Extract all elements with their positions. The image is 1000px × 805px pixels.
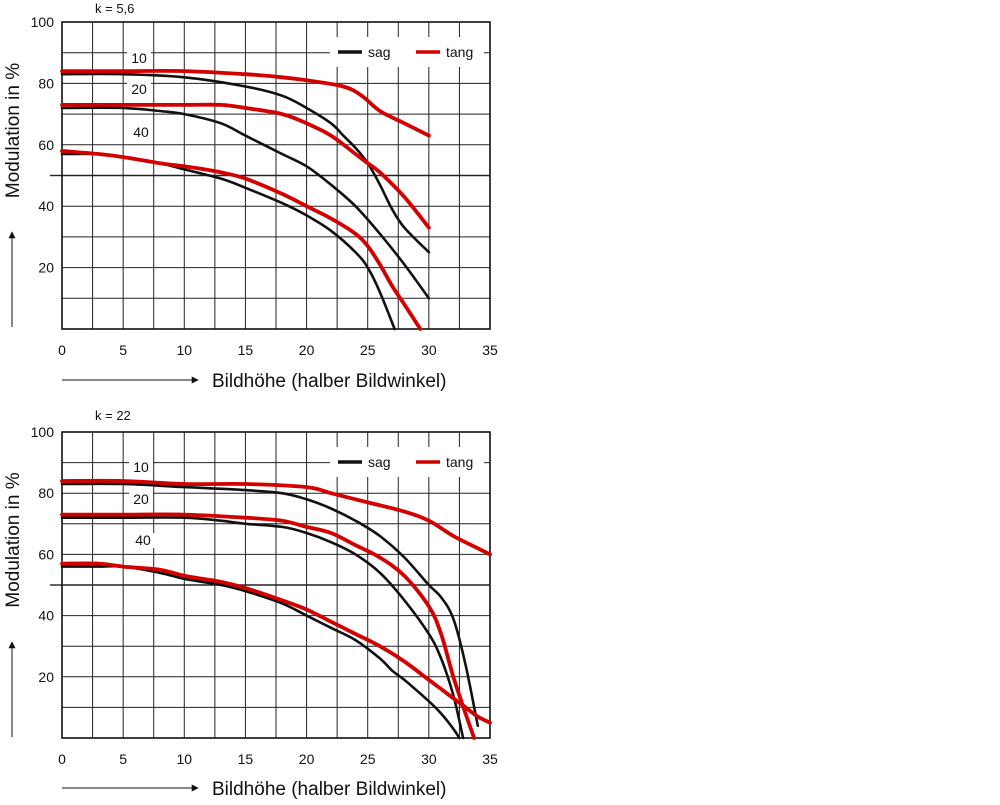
curve-label-bg	[129, 460, 153, 475]
x-tick-label: 0	[58, 751, 66, 767]
y-tick-label: 20	[38, 260, 54, 276]
y-tick-label: 40	[38, 608, 54, 624]
chart-title: k = 5,6	[95, 1, 134, 16]
curve-label-20: 20	[131, 81, 147, 97]
series-line-20-sag	[60, 516, 465, 740]
legend-label-tang: tang	[446, 454, 473, 470]
chart-panel-2: sag tang 10 20 40 20 40 60 80 100 0 5 10 15 20 25 30 35 k …	[3, 408, 498, 800]
legend: sag tang	[330, 37, 484, 67]
curve-label-10: 10	[131, 50, 147, 66]
y-tick-label: 60	[38, 137, 54, 153]
y-tick-label: 100	[31, 14, 55, 30]
x-tick-label: 25	[360, 342, 376, 358]
y-tick-label: 80	[38, 75, 54, 91]
plot-frame	[61, 21, 491, 330]
grid	[50, 21, 491, 330]
curve-label-bg	[127, 51, 151, 66]
x-tick-label: 5	[119, 751, 127, 767]
y-tick-label: 40	[38, 198, 54, 214]
y-tick-label: 20	[38, 669, 54, 685]
curve-label-bg	[129, 492, 153, 507]
curve-label-10: 10	[133, 459, 149, 475]
series-group	[60, 68, 431, 331]
legend: sag tang	[330, 447, 484, 477]
series-line-10-tang	[60, 68, 431, 138]
series-line-20-tang	[60, 102, 431, 230]
x-tick-label: 15	[238, 342, 254, 358]
legend-label-tang: tang	[446, 44, 473, 60]
legend-label-sag: sag	[368, 44, 391, 60]
x-tick-label: 10	[176, 342, 192, 358]
curve-label-bg	[131, 533, 155, 548]
series-line-40-sag	[60, 152, 396, 331]
x-tick-label: 35	[482, 342, 498, 358]
y-tick-label: 80	[38, 485, 54, 501]
series-line-10-sag	[60, 482, 480, 728]
legend-label-sag: sag	[368, 454, 391, 470]
curve-label-bg	[129, 125, 153, 140]
series-line-10-tang	[60, 478, 492, 557]
x-tick-label: 15	[238, 751, 254, 767]
series-line-40-tang	[60, 561, 492, 725]
x-axis-label: Bildhöhe (halber Bildwinkel)	[212, 371, 446, 392]
grid	[50, 431, 491, 739]
series-line-20-sag	[60, 106, 431, 300]
curve-label-20: 20	[133, 491, 149, 507]
chart-panel-1: sag tang 10 20 40 20 40 60 80 100 0 5 10 15 20 25 30 35 k …	[3, 1, 498, 392]
series-line-40-tang	[60, 149, 423, 331]
x-axis-label: Bildhöhe (halber Bildwinkel)	[212, 779, 446, 800]
y-tick-label: 100	[31, 424, 55, 440]
x-tick-label: 20	[299, 751, 315, 767]
y-tick-label: 60	[38, 546, 54, 562]
chart-title: k = 22	[95, 408, 131, 423]
x-tick-label: 0	[58, 342, 66, 358]
x-tick-label: 35	[482, 751, 498, 767]
x-tick-label: 10	[176, 751, 192, 767]
plot-frame	[61, 431, 491, 739]
series-line-10-sag	[60, 72, 431, 254]
x-tick-label: 25	[360, 751, 376, 767]
y-axis-label: Modulation in %	[3, 63, 24, 198]
series-group	[60, 478, 492, 740]
x-tick-label: 30	[421, 342, 437, 358]
x-tick-label: 30	[421, 751, 437, 767]
series-line-40-sag	[60, 564, 461, 740]
series-line-20-tang	[60, 512, 476, 740]
curve-label-40: 40	[133, 124, 149, 140]
curve-label-40: 40	[135, 532, 151, 548]
y-axis-label: Modulation in %	[3, 472, 24, 607]
curve-label-bg	[127, 82, 151, 97]
x-tick-label: 5	[119, 342, 127, 358]
x-tick-label: 20	[299, 342, 315, 358]
